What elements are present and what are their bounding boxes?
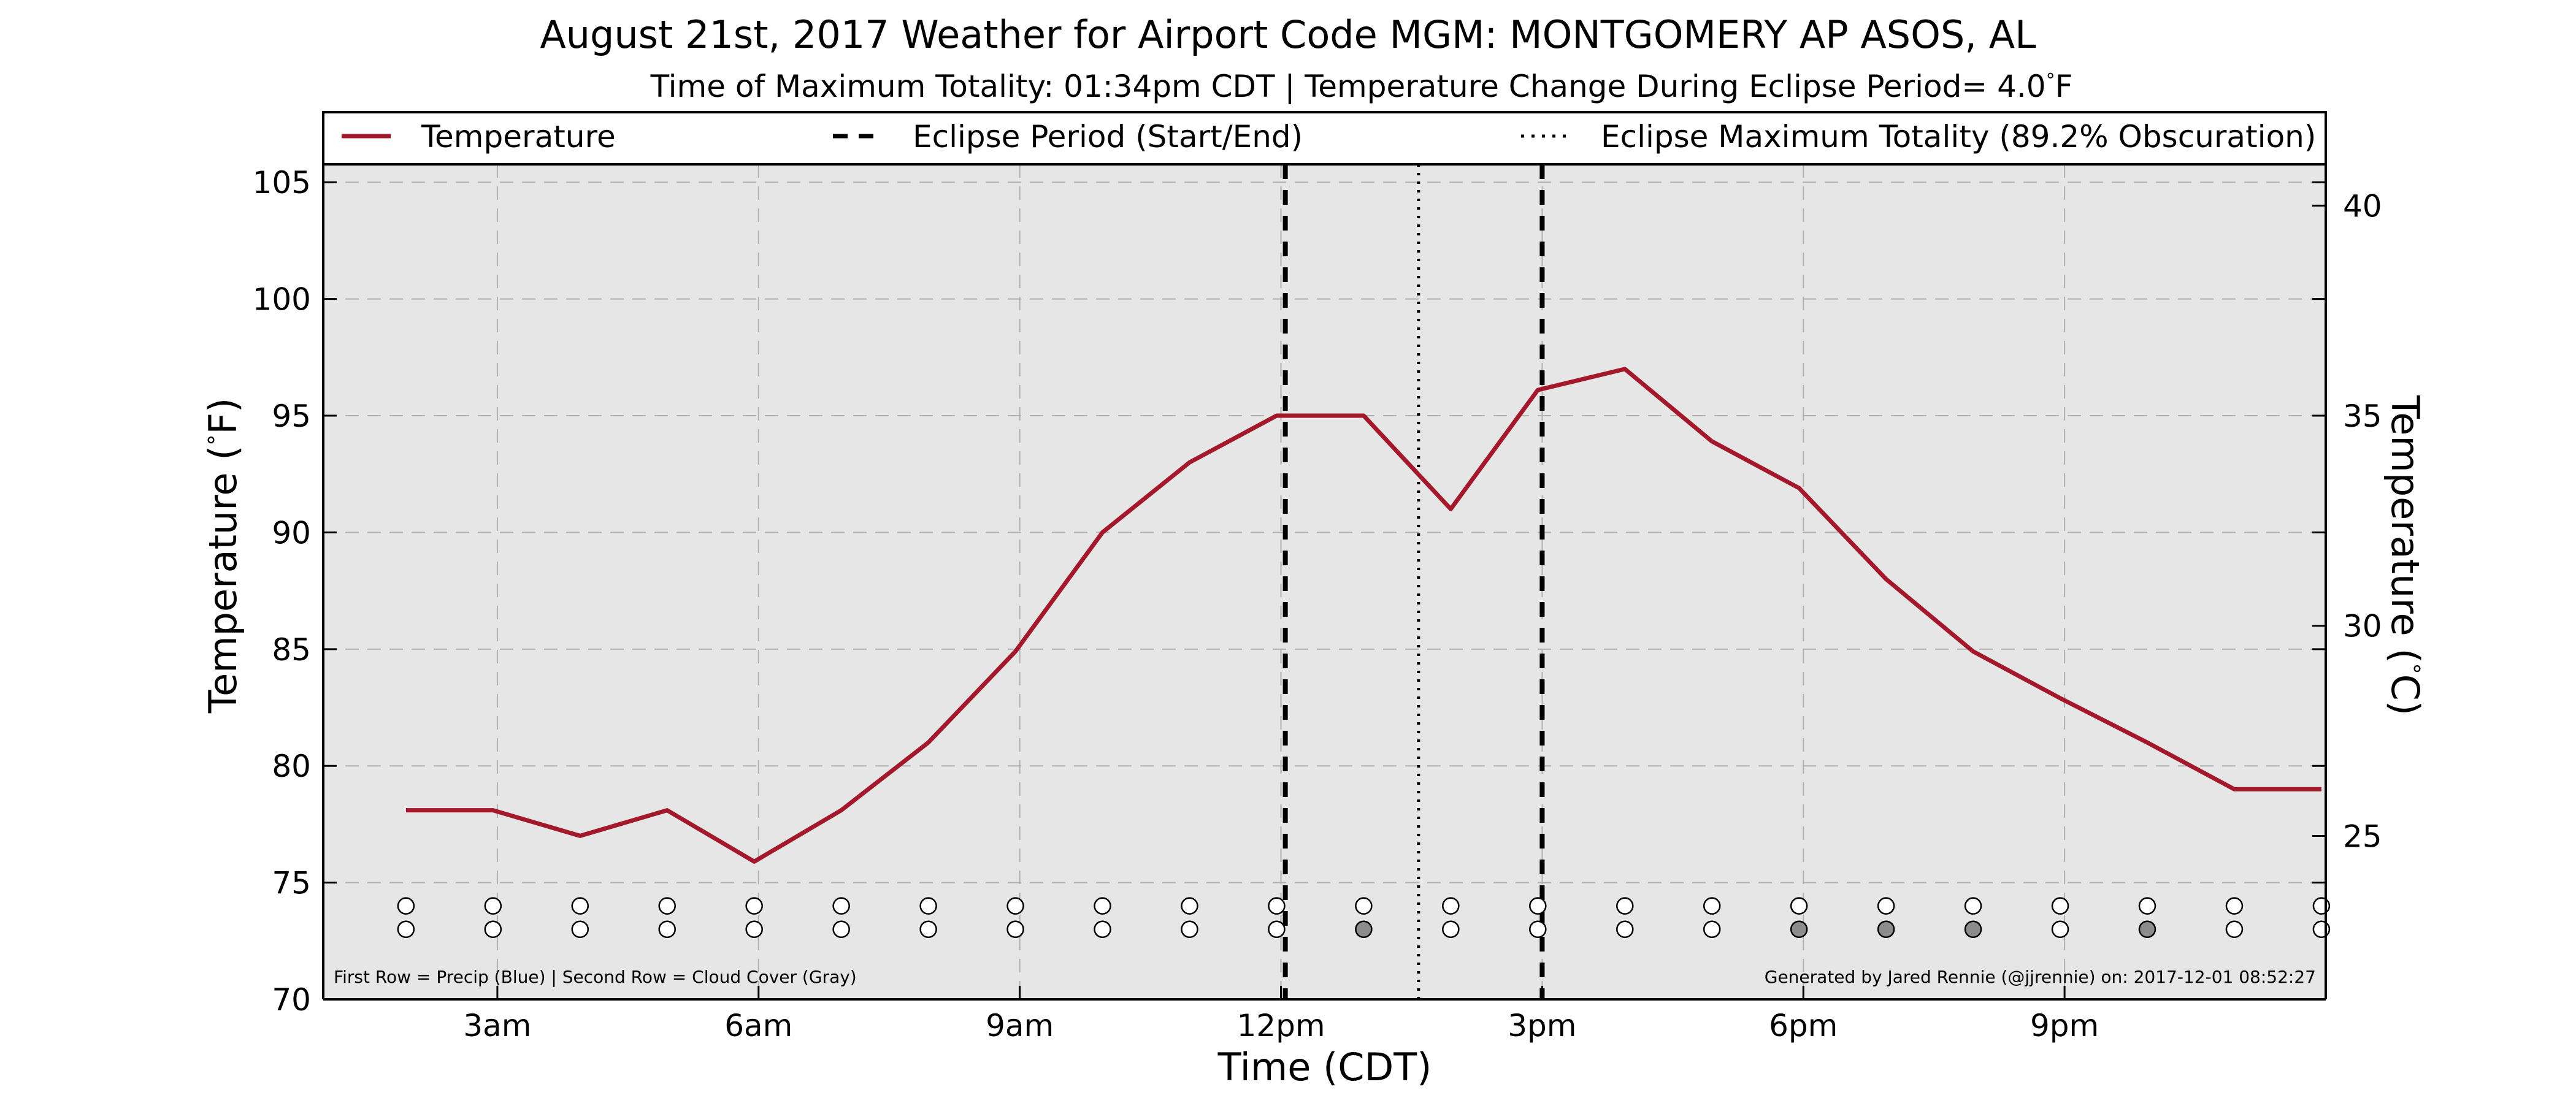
y-tick-label-left: 105 [253,165,311,200]
precip-marker [1704,898,1720,914]
x-tick-label: 12pm [1236,1008,1325,1043]
plot-area [323,112,2326,999]
cloud-cover-marker [1878,921,1894,937]
y-left-label-text: Temperature ( [201,446,245,714]
precip-marker [2226,898,2242,914]
cloud-cover-marker [659,921,675,937]
cloud-cover-marker [485,921,501,937]
precip-marker [1095,898,1111,914]
y-tick-label-right: 30 [2343,609,2382,644]
cloud-cover-marker [2052,921,2068,937]
cloud-cover-marker [1791,921,1807,937]
y-tick-label-left: 90 [272,515,311,551]
degree-symbol-subtitle: ° [2046,70,2055,91]
y-tick-label-left: 75 [272,866,311,901]
cloud-cover-marker [2313,921,2329,937]
cloud-cover-marker [1443,921,1459,937]
precip-marker [1181,898,1197,914]
x-tick-label: 6pm [1769,1008,1838,1043]
y-right-label-text: Temperature ( [2383,395,2428,663]
cloud-cover-marker [1268,921,1284,937]
legend-label-temperature: Temperature [421,119,616,154]
x-tick-label: 3pm [1508,1008,1576,1043]
precip-marker [1530,898,1546,914]
y-left-label-unit: F) [201,398,245,435]
legend-label-eclipse-max: Eclipse Maximum Totality (89.2% Obscurat… [1601,119,2316,154]
precip-marker [1791,898,1807,914]
precip-marker [659,898,675,914]
cloud-cover-marker [1965,921,1981,937]
precip-marker [485,898,501,914]
cloud-cover-marker [1617,921,1633,937]
cloud-cover-marker [834,921,849,937]
footnote-right: Generated by Jared Rennie (@jjrennie) on… [1765,967,2316,987]
subtitle-unit: F [2055,69,2073,104]
precip-marker [1008,898,1024,914]
cloud-cover-marker [1008,921,1024,937]
legend: Temperature Eclipse Period (Start/End) E… [323,112,2326,164]
cloud-cover-marker [921,921,937,937]
precip-marker [1617,898,1633,914]
cloud-cover-marker [2139,921,2155,937]
y-tick-label-left: 70 [272,982,311,1018]
precip-marker [834,898,849,914]
y-tick-label-left: 100 [253,282,311,318]
precip-marker [572,898,588,914]
degree-symbol-left: ° [204,435,229,446]
cloud-cover-marker [2226,921,2242,937]
x-tick-label: 9am [986,1008,1054,1043]
precip-marker [2139,898,2155,914]
x-tick-label: 9pm [2030,1008,2099,1043]
precip-marker [2313,898,2329,914]
legend-label-eclipse-period: Eclipse Period (Start/End) [913,119,1303,154]
precip-marker [1268,898,1284,914]
cloud-cover-marker [1355,921,1371,937]
y-right-label-unit: C) [2383,674,2428,715]
y-axis-label-left: Temperature (°F) [201,398,245,714]
precip-marker [746,898,762,914]
subtitle-text: Time of Maximum Totality: 01:34pm CDT | … [650,69,2046,104]
precip-marker [1965,898,1981,914]
cloud-cover-marker [1095,921,1111,937]
x-axis-label: Time (CDT) [1217,1045,1432,1089]
y-tick-label-left: 85 [272,632,311,668]
degree-symbol-right: ° [2399,663,2425,674]
precip-marker [1355,898,1371,914]
cloud-cover-marker [1704,921,1720,937]
cloud-cover-marker [398,921,414,937]
precip-marker [921,898,937,914]
chart-subtitle: Time of Maximum Totality: 01:34pm CDT | … [650,69,2073,104]
y-tick-label-right: 25 [2343,818,2382,854]
cloud-cover-marker [1530,921,1546,937]
y-tick-label-right: 40 [2343,188,2382,224]
y-tick-label-left: 80 [272,749,311,784]
x-tick-label: 3am [463,1008,531,1043]
x-tick-label: 6am [724,1008,792,1043]
precip-marker [1878,898,1894,914]
precip-marker [2052,898,2068,914]
cloud-cover-marker [746,921,762,937]
precip-marker [398,898,414,914]
y-tick-label-left: 95 [272,399,311,434]
y-tick-label-right: 35 [2343,399,2382,434]
cloud-cover-marker [1181,921,1197,937]
footnote-left: First Row = Precip (Blue) | Second Row =… [334,967,857,987]
cloud-cover-marker [572,921,588,937]
chart-title: August 21st, 2017 Weather for Airport Co… [540,12,2036,57]
precip-marker [1443,898,1459,914]
y-axis-label-right: Temperature (°C) [2383,395,2428,715]
